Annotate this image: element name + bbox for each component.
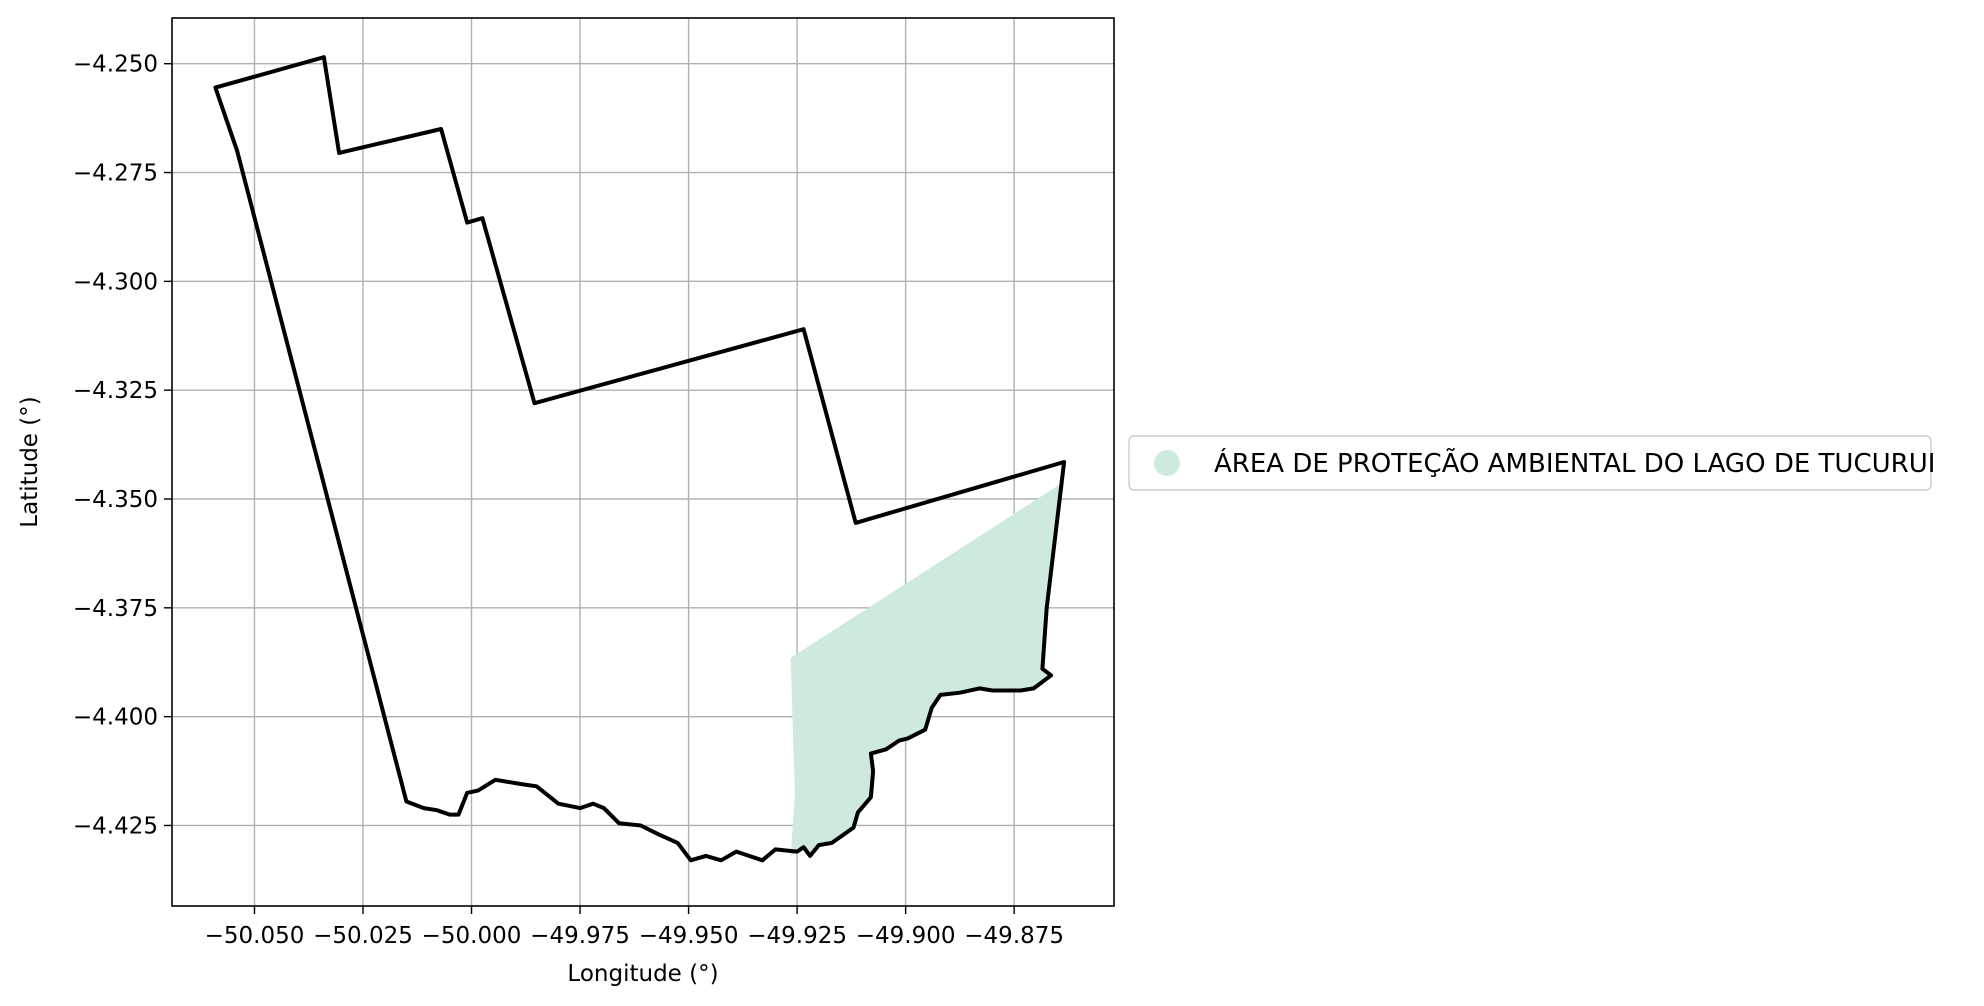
legend-box — [1128, 435, 1932, 491]
x-tick-label: −49.925 — [747, 923, 847, 949]
x-tick-label: −50.025 — [313, 923, 413, 949]
x-axis-title: Longitude (°) — [567, 961, 718, 987]
y-tick-label: −4.350 — [73, 487, 158, 513]
map-layers — [213, 55, 1067, 863]
y-tick-label: −4.375 — [73, 596, 158, 622]
apa-area-polygon — [790, 481, 1065, 856]
x-tick-label: −50.050 — [205, 923, 305, 949]
grid-lines — [172, 18, 1114, 906]
legend-label: ÁREA DE PROTEÇÃO AMBIENTAL DO LAGO DE TU… — [1214, 447, 1935, 479]
boundary-outline — [213, 55, 1067, 863]
y-tick-label: −4.300 — [73, 269, 158, 295]
y-tick-label: −4.425 — [73, 813, 158, 839]
legend-marker — [1154, 450, 1180, 476]
x-tick-label: −49.875 — [964, 923, 1064, 949]
y-tick-label: −4.275 — [73, 161, 158, 187]
y-tick-label: −4.400 — [73, 705, 158, 731]
x-tick-label: −49.900 — [856, 923, 956, 949]
x-tick-label: −49.975 — [530, 923, 630, 949]
x-tick-label: −50.000 — [422, 923, 522, 949]
legend: ÁREA DE PROTEÇÃO AMBIENTAL DO LAGO DE TU… — [1128, 435, 1935, 491]
plot-frame — [171, 17, 1115, 907]
y-axis-title: Latitude (°) — [17, 396, 43, 527]
axis-ticks: −50.050 −50.025 −50.000 −49.975 −49.950 −49.9… — [73, 52, 1064, 949]
x-tick-label: −49.950 — [639, 923, 739, 949]
y-tick-label: −4.250 — [73, 52, 158, 78]
y-tick-label: −4.325 — [73, 378, 158, 404]
